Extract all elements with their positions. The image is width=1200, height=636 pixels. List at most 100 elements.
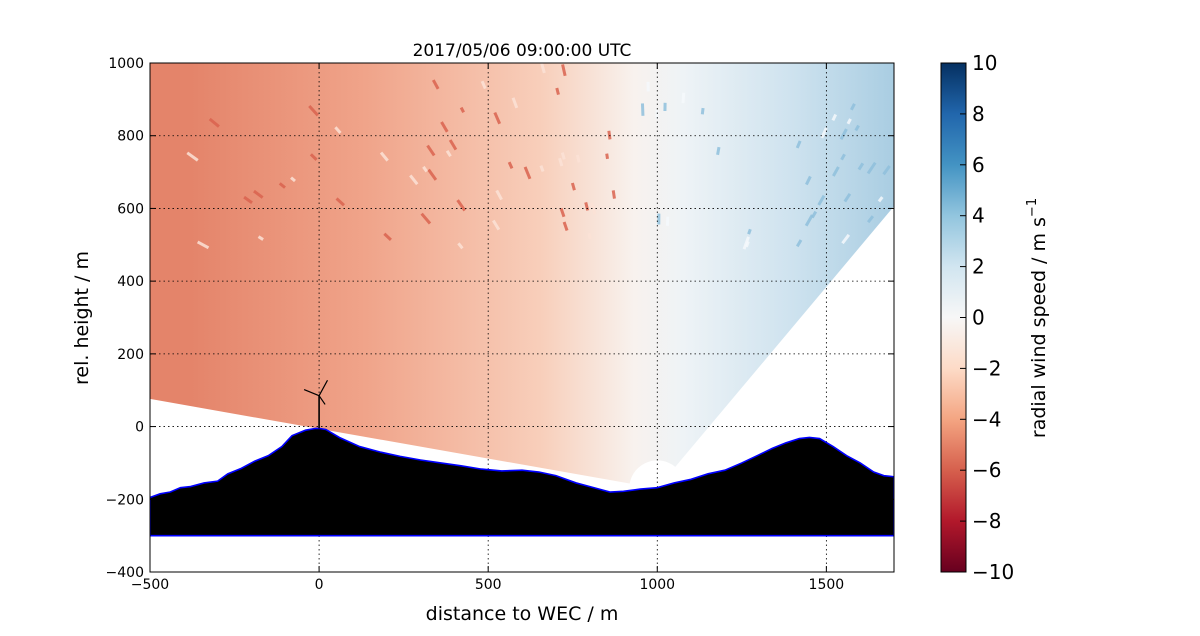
speckle-mark [208,117,220,128]
speckle-mark [841,233,851,245]
speckle-mark [929,111,936,119]
speckle-mark [832,166,840,177]
speckle-mark [831,113,838,121]
speckle-mark [575,154,581,163]
speckle-mark [561,64,567,77]
speckle-mark [895,188,903,197]
speckle-mark [492,219,501,231]
speckle-mark [511,97,519,109]
y-tick-label: −400 [106,565,144,581]
colorbar-tick-label: −4 [972,407,1001,431]
speckle-mark [422,165,428,173]
speckle-mark [560,152,566,160]
speckle-mark [257,235,264,241]
colorbar-tick-label: 0 [972,306,985,330]
speckle-mark [126,217,138,225]
speckle-mark [290,176,296,183]
speckle-mark [843,193,852,203]
y-axis-ticks: −400 −200 0 200 400 600 800 1000 [106,56,894,581]
speckle-mark [278,182,286,189]
speckle-mark [663,102,667,112]
colorbar-tick-label: −8 [972,509,1001,533]
x-axis-label: distance to WEC / m [426,603,619,625]
speckle-mark [539,165,545,173]
colorbar-label-exponent: −1 [1025,198,1040,217]
speckle-mark [795,140,802,149]
colorbar-tick-label: 8 [972,102,985,126]
x-tick-label: 1000 [639,577,675,593]
speckle-mark [335,197,345,207]
plot-area [126,63,936,572]
speckle-mark [243,195,253,204]
speckle-mark [440,121,449,133]
speckle-mark [379,151,389,162]
colorbar-tick-label: 6 [972,153,985,177]
measurement-speckles [126,63,936,250]
speckle-mark [523,166,532,180]
speckle-mark [420,212,432,225]
colorbar-tick-label: −6 [972,458,1001,482]
speckle-mark [820,127,828,139]
colorbar-tick-label: −10 [972,560,1014,584]
y-tick-label: 600 [117,201,144,217]
speckle-mark [308,105,319,117]
speckle-mark [657,213,661,225]
terrain-silhouette [150,427,894,537]
speckle-mark [495,189,503,201]
speckle-mark [882,165,891,176]
speckle-mark [655,109,659,120]
speckle-mark [456,199,466,212]
speckle-mark [334,126,342,134]
x-tick-label: −500 [131,577,169,593]
speckle-mark [854,124,860,132]
speckle-mark [459,106,465,114]
speckle-mark [555,87,560,96]
speckle-mark [611,190,616,199]
speckle-mark [850,103,856,111]
x-tick-label: 0 [315,577,324,593]
speckle-mark [839,128,848,141]
colorbar-tick-label: −2 [972,356,1001,380]
speckle-mark [540,63,546,74]
colorbar-tick-label: 2 [972,255,985,279]
y-tick-label: 1000 [108,56,144,72]
speckle-mark [607,130,612,140]
speckle-mark [640,103,645,116]
wind-turbine-icon [303,379,329,429]
y-tick-label: 400 [117,274,144,290]
speckle-mark [409,174,419,186]
speckle-mark [431,79,440,90]
speckle-mark [795,239,803,248]
turbine-blade [318,379,329,396]
speckle-mark [866,215,875,224]
x-tick-label: 1500 [809,577,845,593]
colorbar-ticks: 10 8 6 4 2 0 −2 −4 −6 −8 −10 [960,51,1014,584]
speckle-mark [747,228,752,235]
turbine-blade [318,395,326,405]
y-axis-label: rel. height / m [71,251,93,385]
x-tick-label: 500 [475,577,502,593]
speckle-mark [426,144,436,157]
speckle-mark [866,161,877,175]
speckle-mark [681,92,686,104]
speckle-mark [665,216,670,226]
speckle-mark [445,150,452,158]
speckle-mark [559,207,566,218]
y-tick-label: −200 [106,492,144,508]
speckle-mark [605,153,609,160]
speckle-mark [507,161,514,169]
speckle-mark [805,175,812,186]
speckle-mark [716,146,721,156]
speckle-mark [877,196,884,203]
speckle-mark [457,242,464,250]
speckle-mark [817,194,826,206]
speckle-mark [196,240,210,250]
speckle-mark [646,81,650,92]
speckle-mark [742,236,750,250]
y-tick-label: 0 [135,420,144,436]
speckle-mark [253,189,264,199]
speckle-mark [857,162,865,171]
speckle-mark [186,151,199,162]
speckle-mark [846,118,852,125]
